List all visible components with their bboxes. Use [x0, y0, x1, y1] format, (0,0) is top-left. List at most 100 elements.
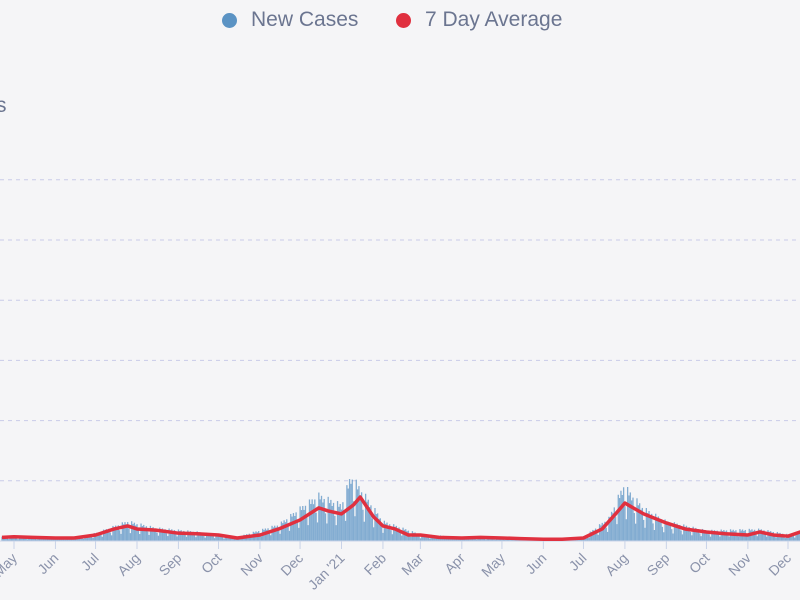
new-cases-bar [241, 538, 244, 541]
new-cases-bar [131, 521, 133, 541]
x-tick-label: Jun [34, 550, 61, 577]
legend-item-7-day-average[interactable]: 7 Day Average [396, 8, 562, 32]
new-cases-bar [708, 534, 710, 541]
x-tick-label: Apr [441, 550, 468, 577]
new-cases-bar [649, 515, 652, 541]
new-cases-bar [778, 533, 780, 541]
new-cases-bar [303, 509, 305, 541]
new-cases-bar [175, 533, 177, 541]
new-cases-bar [684, 526, 686, 541]
new-cases-bar [665, 522, 668, 541]
new-cases-bar [164, 529, 166, 541]
new-cases-bar [179, 531, 181, 541]
new-cases-bar [291, 516, 293, 541]
new-cases-bar [290, 513, 292, 541]
new-cases-bar [617, 494, 619, 541]
new-cases-bar [331, 506, 333, 541]
new-cases-bar [608, 516, 610, 541]
new-cases-bar [282, 523, 284, 541]
legend-item-new-cases[interactable]: New Cases [222, 8, 358, 32]
new-cases-bar [90, 536, 93, 541]
new-cases-bar [632, 497, 634, 541]
new-cases-bar [85, 535, 87, 541]
new-cases-bar [387, 525, 390, 541]
new-cases-bar [139, 534, 141, 541]
new-cases-bar [124, 522, 126, 541]
new-cases-bar [709, 536, 712, 541]
new-cases-bar [1, 536, 3, 541]
new-cases-bar [209, 534, 212, 541]
new-cases-bar [288, 530, 291, 541]
new-cases-bar [167, 536, 169, 541]
new-cases-bar [88, 535, 90, 541]
new-cases-bar [96, 532, 98, 541]
new-cases-bar [426, 535, 428, 541]
new-cases-bar [671, 529, 673, 541]
new-cases-bar [609, 517, 611, 541]
new-cases-bar [625, 519, 627, 541]
new-cases-bar [375, 514, 377, 541]
new-cases-bar [394, 526, 396, 541]
new-cases-bar [398, 527, 400, 541]
new-cases-bar [114, 525, 117, 541]
new-cases-bar [259, 534, 261, 541]
x-tick-label: Jan '21 [305, 550, 348, 593]
new-cases-bar [651, 513, 653, 541]
new-cases-bar [145, 526, 148, 541]
new-cases-bar [267, 528, 269, 541]
x-tick-label: Oct [198, 550, 225, 577]
legend-label: New Cases [251, 8, 359, 31]
new-cases-bar [101, 536, 103, 541]
new-cases-bar [719, 536, 721, 541]
new-cases-bar [163, 530, 165, 541]
new-cases-bar [425, 535, 427, 541]
new-cases-bar [197, 532, 200, 541]
new-cases-bar [342, 502, 344, 541]
new-cases-bar [707, 530, 709, 541]
new-cases-bar [89, 534, 91, 541]
new-cases-bar [287, 525, 289, 541]
new-cases-bar [362, 509, 364, 541]
new-cases-bar [117, 525, 119, 541]
new-cases-bar [284, 522, 287, 541]
new-cases-bar [479, 537, 482, 541]
new-cases-bar [13, 537, 15, 541]
new-cases-bar [374, 508, 376, 541]
new-cases-bar [417, 533, 419, 541]
new-cases-bar [377, 513, 379, 541]
new-cases-bar [347, 488, 349, 541]
new-cases-bar [768, 531, 770, 541]
new-cases-bar [629, 492, 631, 541]
new-cases-bar [747, 536, 749, 541]
new-cases-bar [733, 531, 736, 541]
new-cases-bar [125, 524, 127, 541]
new-cases-bar [655, 513, 657, 541]
new-cases-bar [144, 527, 146, 541]
x-tick-label: Aug [114, 550, 143, 579]
new-cases-bar [223, 538, 225, 541]
new-cases-bar [215, 533, 217, 541]
new-cases-bar [98, 531, 101, 541]
new-cases-bar [367, 499, 369, 541]
new-cases-bar [766, 536, 768, 541]
new-cases-bar [794, 537, 796, 541]
new-cases-bar [250, 535, 252, 541]
new-cases-bar [119, 530, 121, 541]
new-cases-bar [188, 531, 190, 541]
new-cases-bar [22, 537, 25, 541]
new-cases-bar [669, 522, 672, 541]
seven-day-average-line [1, 495, 800, 541]
new-cases-bar [54, 539, 57, 541]
new-cases-bar [487, 537, 490, 541]
new-cases-bar [713, 530, 716, 541]
new-cases-bar [270, 535, 272, 541]
new-cases-bar [712, 531, 714, 541]
new-cases-bar [593, 530, 595, 541]
new-cases-bar [120, 533, 122, 541]
new-cases-bar [153, 529, 156, 541]
new-cases-bar [401, 535, 403, 541]
new-cases-bar [683, 524, 685, 541]
x-tick-label: Sep [644, 550, 673, 579]
new-cases-bar [403, 529, 406, 541]
new-cases-bar [771, 532, 773, 541]
